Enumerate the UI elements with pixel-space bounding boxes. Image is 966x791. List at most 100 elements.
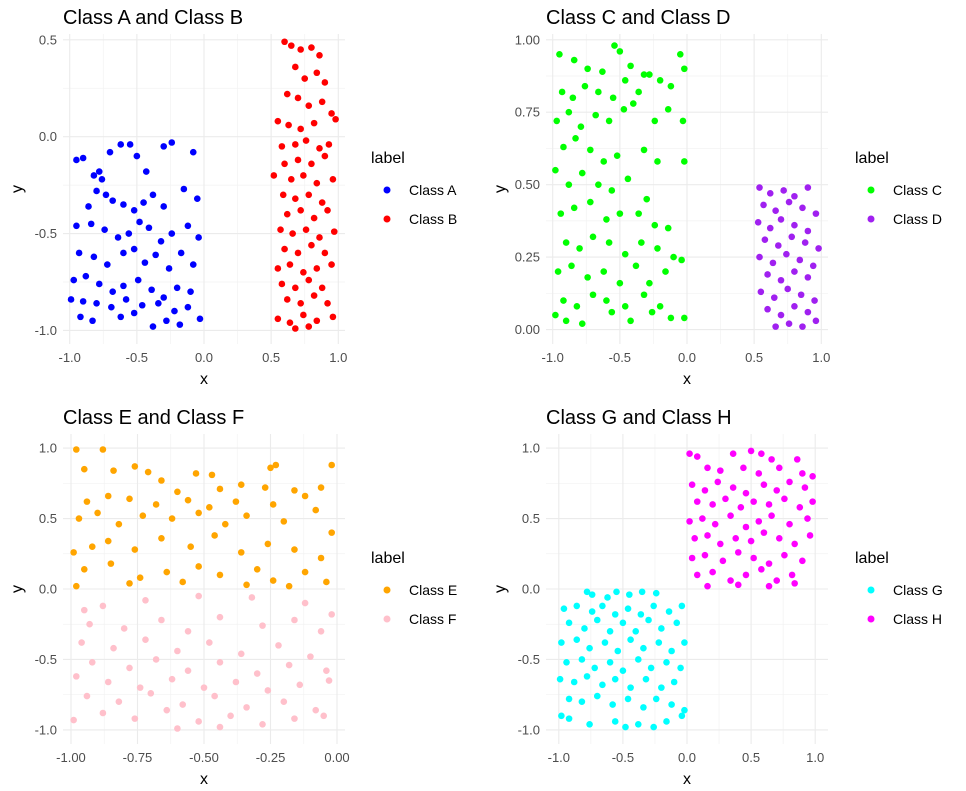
legend-entry-label: Class E (409, 582, 457, 598)
data-point (248, 594, 256, 601)
data-point (651, 221, 659, 229)
data-point (765, 582, 773, 590)
data-point (699, 515, 706, 522)
data-point (578, 320, 586, 328)
data-point (667, 314, 675, 322)
data-point (283, 210, 291, 218)
data-point (281, 38, 288, 46)
y-tick-label: 0.25 (515, 250, 540, 265)
data-point (667, 82, 675, 90)
data-point (141, 259, 149, 266)
data-point (786, 520, 793, 528)
data-point (323, 667, 330, 675)
data-point (264, 540, 272, 548)
data-point (804, 184, 812, 191)
data-point (294, 94, 302, 102)
data-point (775, 464, 783, 472)
data-point (274, 265, 282, 272)
data-point (285, 121, 292, 129)
data-point (192, 470, 200, 477)
legend-key-icon (867, 215, 875, 223)
data-point (560, 143, 567, 151)
data-point (126, 141, 134, 148)
data-point (624, 695, 632, 703)
data-point (624, 605, 632, 613)
x-tick-label: -0.75 (123, 750, 153, 765)
data-point (110, 467, 117, 474)
data-point (189, 148, 197, 156)
legend-title: label (855, 150, 889, 167)
data-point (243, 512, 250, 520)
data-point (301, 492, 309, 500)
data-point (130, 245, 138, 253)
plot-panel-1: -1.0 -0.5 0.0 0.5 1.0 -1.0 -0.5 0.0 0.5 Class A a… (9, 7, 457, 388)
data-point (558, 639, 565, 646)
data-point (79, 154, 87, 162)
data-point (781, 495, 788, 503)
data-point (301, 568, 309, 576)
data-point (133, 152, 141, 160)
data-point (301, 75, 309, 82)
data-point (573, 303, 581, 310)
data-point (171, 307, 178, 315)
data-point (283, 296, 291, 303)
data-point (556, 50, 563, 58)
data-point (799, 323, 806, 330)
data-point (768, 512, 775, 520)
data-point (308, 241, 315, 249)
data-point (286, 319, 294, 326)
data-point (773, 487, 781, 494)
data-point (274, 315, 282, 323)
chart-title: Class C and Class D (546, 7, 731, 29)
data-point (627, 317, 634, 325)
data-point (606, 658, 614, 666)
data-point (691, 534, 698, 542)
data-point (313, 317, 321, 325)
data-point (278, 280, 286, 288)
data-point (563, 658, 570, 666)
data-point (766, 224, 774, 232)
data-point (587, 146, 594, 154)
series-class-a (67, 139, 204, 330)
data-point (158, 616, 165, 624)
data-point (120, 249, 127, 257)
data-point (621, 303, 629, 310)
data-point (729, 450, 737, 458)
data-point (772, 207, 779, 215)
data-point (126, 495, 133, 503)
x-tick-label: 0.5 (745, 350, 763, 365)
data-point (297, 46, 304, 53)
data-point (187, 288, 194, 295)
data-point (243, 704, 250, 711)
data-point (88, 543, 96, 551)
data-point (652, 589, 660, 597)
y-tick-label: -1.0 (518, 722, 540, 737)
data-point (312, 506, 320, 514)
plot-panel-3: -1.00 -0.75 -0.50 -0.25 0.00 -1.0 -0.5 0.0 0.5 1.… (9, 407, 457, 788)
data-point (553, 117, 561, 125)
y-axis-label: y (9, 585, 26, 593)
data-point (732, 534, 740, 542)
x-tick-label: -1.0 (542, 350, 564, 365)
data-point (155, 300, 162, 307)
data-point (765, 560, 773, 567)
data-point (621, 250, 629, 258)
data-point (80, 606, 88, 614)
data-point (287, 42, 295, 49)
data-point (292, 195, 299, 202)
data-point (152, 251, 159, 259)
data-point (747, 447, 755, 455)
data-point (73, 673, 80, 680)
data-point (616, 48, 624, 55)
data-point (565, 108, 573, 116)
data-point (578, 169, 586, 177)
legend-entry-label: Class G (893, 582, 943, 598)
data-point (328, 110, 335, 117)
data-point (177, 249, 185, 257)
data-point (719, 557, 727, 565)
data-point (727, 577, 734, 584)
data-point (73, 156, 80, 164)
data-point (797, 291, 805, 299)
data-point (70, 549, 77, 556)
data-point (681, 65, 688, 73)
